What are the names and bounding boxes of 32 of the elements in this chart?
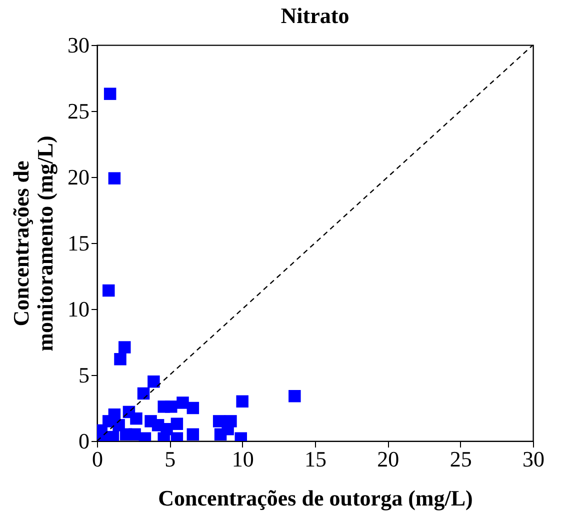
y-tick-label: 30 (68, 32, 90, 58)
chart-title: Nitrato (280, 3, 350, 28)
x-tick-label: 15 (304, 446, 326, 472)
point (114, 353, 126, 366)
y-tick-label: 20 (68, 164, 90, 190)
y-tick-label: 15 (68, 230, 90, 256)
point (104, 88, 116, 100)
x-tick-label: 20 (377, 446, 400, 472)
y-tick-label: 25 (68, 98, 90, 124)
x-tick-label: 5 (164, 446, 176, 472)
point (186, 402, 200, 414)
point (164, 400, 178, 413)
x-axis-title: Concentrações de outorga (mg/L) (158, 486, 473, 510)
point (214, 428, 227, 441)
point (236, 395, 248, 408)
y-tick-label: 5 (78, 362, 90, 388)
point (108, 172, 121, 184)
y-tick-label: 0 (78, 428, 90, 454)
point (176, 396, 189, 409)
x-tick-label: 25 (450, 446, 472, 472)
x-tick-label: 10 (232, 446, 254, 472)
point (130, 412, 142, 425)
y-axis-title: Concentrações de monitoramento (mg/L) (8, 136, 58, 352)
point (102, 284, 115, 297)
point (288, 390, 301, 402)
point (118, 341, 131, 354)
x-tick-label: 30 (522, 446, 544, 472)
y-tick-label: 10 (68, 296, 90, 322)
point (170, 418, 184, 430)
point (137, 387, 150, 400)
point (148, 375, 160, 388)
point (186, 428, 200, 441)
